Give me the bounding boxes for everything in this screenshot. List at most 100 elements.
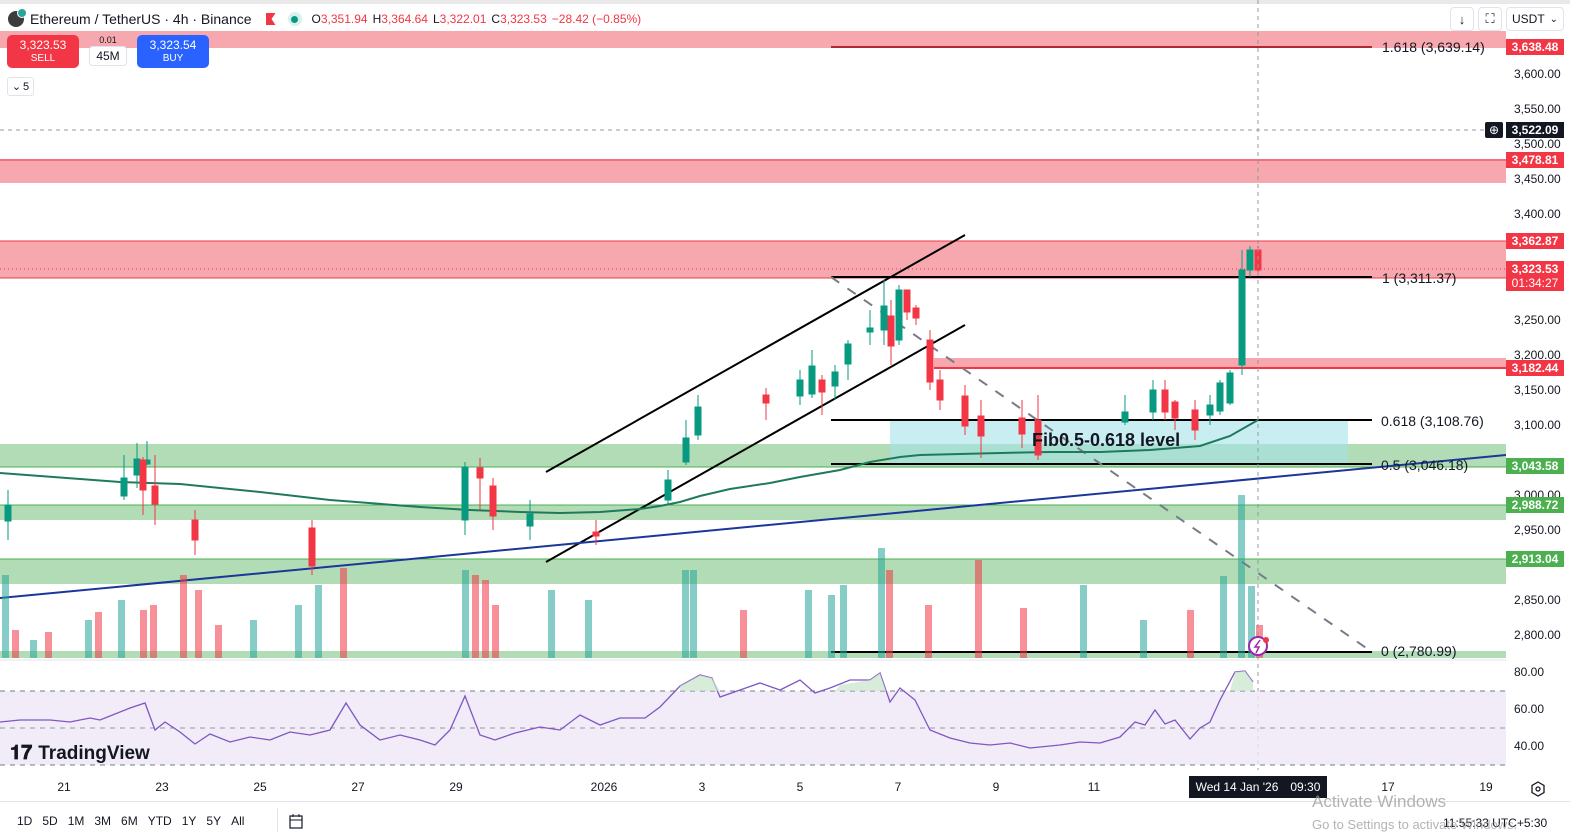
buy-label: BUY: [162, 52, 184, 64]
tv-logo-icon: 𝟏𝟕: [10, 742, 33, 764]
fib-label-0618: 0.618 (3,108.76): [1381, 413, 1484, 429]
windows-activation-watermark-sub: Go to Settings to activate Windows.: [1312, 817, 1518, 832]
logo-text: TradingView: [38, 742, 150, 764]
top-shadow: [0, 0, 1570, 4]
spread-value: 0.01: [99, 35, 117, 45]
add-alert-plus-icon[interactable]: ⊕: [1485, 122, 1503, 138]
resistance-zone-3478: [0, 159, 1506, 183]
price-tick: 3,500.00: [1514, 137, 1561, 151]
flag-icon[interactable]: [265, 13, 276, 25]
range-1y[interactable]: 1Y: [181, 814, 197, 828]
price-tick: 3,100.00: [1514, 418, 1561, 432]
time-tick: 21: [57, 780, 71, 794]
windows-activation-watermark: Activate Windows: [1312, 792, 1447, 811]
fib-label-0: 0 (2,780.99): [1381, 643, 1457, 659]
open-value: 3,351.94: [320, 12, 368, 26]
price-tick: 2,850.00: [1514, 593, 1561, 607]
range-1d[interactable]: 1D: [17, 814, 33, 828]
price-tag-3182: 3,182.44: [1506, 360, 1564, 376]
range-6m[interactable]: 6M: [121, 814, 138, 828]
time-tick: 27: [351, 780, 365, 794]
price-tag-3522: 3,522.09: [1506, 122, 1564, 138]
price-tag-2913: 2,913.04: [1506, 551, 1564, 567]
time-tick: 3: [698, 780, 706, 794]
last-price: 3,323.53: [1511, 262, 1559, 276]
divider: [0, 801, 1570, 802]
fib-zone-box: [890, 420, 1348, 465]
download-button[interactable]: ↓: [1450, 7, 1474, 31]
currency-select[interactable]: USDT ⌄: [1506, 7, 1564, 31]
rsi-tick: 40.00: [1514, 739, 1545, 753]
indicators-collapse-button[interactable]: ⌄ 5: [7, 77, 34, 96]
buy-price: 3,323.54: [149, 37, 197, 52]
time-tick: 7: [894, 780, 902, 794]
range-selector: 1D 5D 1M 3M 6M YTD 1Y 5Y All: [12, 814, 249, 828]
fullscreen-button[interactable]: ⛶: [1478, 7, 1502, 31]
currency-value: USDT: [1512, 12, 1545, 26]
price-tag-3043: 3,043.58: [1506, 458, 1564, 474]
fib-zone-label: Fib0.5-0.618 level: [1032, 430, 1181, 450]
buy-button[interactable]: 3,323.54 BUY: [137, 35, 209, 68]
support-zone-2913: [0, 559, 1506, 584]
market-status-icon[interactable]: [287, 12, 302, 26]
price-tag-3478: 3,478.81: [1506, 152, 1564, 168]
tradingview-logo[interactable]: 𝟏𝟕 TradingView: [10, 742, 150, 765]
settings-icon[interactable]: [1530, 781, 1546, 797]
rsi-tick: 60.00: [1514, 702, 1545, 716]
support-zone-bottom: [0, 651, 1506, 658]
chevron-down-icon: ⌄: [1549, 13, 1558, 25]
go-to-date-calendar-icon[interactable]: [287, 812, 305, 830]
time-tick: 11: [1087, 780, 1101, 794]
price-tick: 2,950.00: [1514, 523, 1561, 537]
price-tag-2988: 2,988.72: [1506, 497, 1564, 513]
range-5d[interactable]: 5D: [42, 814, 58, 828]
quantity-field[interactable]: 0.01 45M: [85, 35, 131, 68]
fib-label-05: 0.5 (3,046.18): [1381, 457, 1469, 473]
range-1m[interactable]: 1M: [67, 814, 85, 828]
time-axis[interactable]: 21 23 25 27 29 2026 3 5 7 9 11 17 19: [0, 780, 1506, 796]
candlesticks: [4, 246, 1262, 575]
price-tick: 3,200.00: [1514, 348, 1561, 362]
clock-timezone[interactable]: 11:55:33 UTC+5:30: [1443, 816, 1548, 830]
range-5y[interactable]: 5Y: [206, 814, 222, 828]
range-ytd[interactable]: YTD: [147, 814, 172, 828]
price-chart-canvas[interactable]: [0, 0, 1506, 770]
range-3m[interactable]: 3M: [94, 814, 112, 828]
quantity-input[interactable]: 45M: [89, 46, 127, 66]
trade-panel: 3,323.53 SELL 0.01 45M 3,323.54 BUY: [7, 35, 209, 68]
fib-label-1: 1 (3,311.37): [1382, 270, 1457, 286]
price-tick: 3,550.00: [1514, 102, 1561, 116]
time-tick: 23: [155, 780, 169, 794]
moving-average-line: [0, 419, 1259, 515]
change-value: −28.42 (−0.85%): [551, 12, 642, 26]
chart-header: Ethereum / TetherUS · 4h · Binance O3,35…: [0, 8, 641, 30]
symbol-title[interactable]: Ethereum / TetherUS · 4h · Binance: [30, 11, 252, 27]
resistance-zone-3182: [934, 358, 1506, 368]
sell-button[interactable]: 3,323.53 SELL: [7, 35, 79, 68]
ohlc-values: O3,351.94 H3,364.64 L3,322.01 C3,323.53 …: [311, 12, 642, 26]
sell-price: 3,323.53: [19, 37, 67, 52]
close-value: 3,323.53: [500, 12, 547, 26]
time-tick: 2026: [590, 780, 618, 794]
time-tick: 5: [796, 780, 804, 794]
sell-label: SELL: [30, 52, 56, 64]
arrow-down-icon: ↓: [1458, 11, 1466, 27]
range-all[interactable]: All: [231, 814, 245, 828]
price-tick: 3,150.00: [1514, 383, 1561, 397]
crosshair-time: 09:30: [1290, 780, 1321, 794]
high-value: 3,364.64: [381, 12, 428, 26]
time-tick: 9: [992, 780, 1000, 794]
price-tag-3362: 3,362.87: [1506, 233, 1564, 249]
price-tag-3638: 3,638.48: [1506, 39, 1564, 55]
price-tick: 3,450.00: [1514, 172, 1561, 186]
bar-countdown: 01:34:27: [1511, 276, 1559, 290]
price-tick: 2,800.00: [1514, 628, 1561, 642]
low-value: 3,322.01: [439, 12, 487, 26]
indicator-count: 5: [23, 80, 30, 93]
volume-bars: [2, 495, 1263, 658]
alert-bolt-icon: [1248, 636, 1269, 656]
fullscreen-icon: ⛶: [1485, 11, 1495, 26]
time-tick: 19: [1479, 780, 1493, 794]
price-tick: 3,250.00: [1514, 313, 1561, 327]
